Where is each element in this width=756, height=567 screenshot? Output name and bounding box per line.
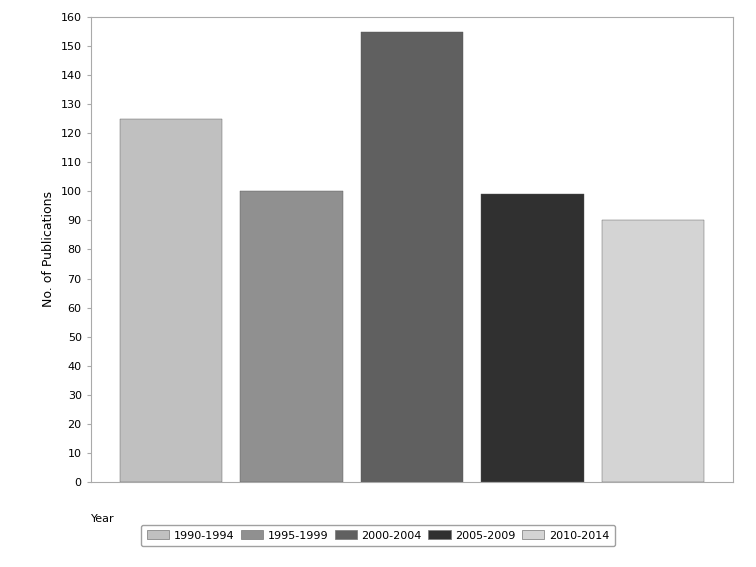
Bar [240, 192, 342, 482]
Text: Year: Year [91, 514, 114, 524]
Y-axis label: No. of Publications: No. of Publications [42, 192, 55, 307]
Bar [602, 221, 704, 482]
Bar [120, 119, 222, 482]
Bar [361, 32, 463, 482]
Legend: 1990-1994, 1995-1999, 2000-2004, 2005-2009, 2010-2014: 1990-1994, 1995-1999, 2000-2004, 2005-20… [141, 524, 615, 546]
Bar [482, 194, 584, 482]
